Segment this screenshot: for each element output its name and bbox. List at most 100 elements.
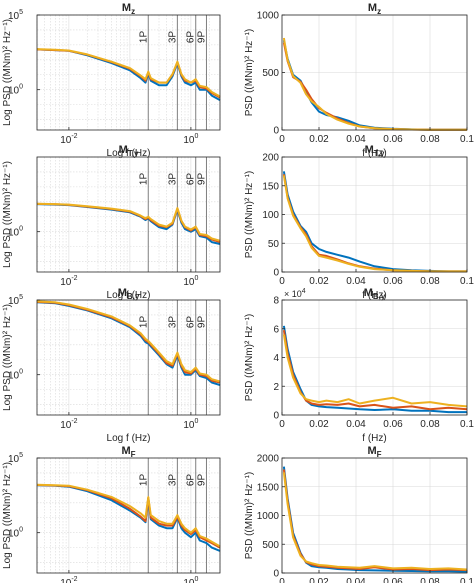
- panel-title: MB,y: [364, 287, 386, 301]
- y-tick-label: 0: [273, 268, 279, 279]
- y-tick-label: 8: [273, 296, 279, 307]
- harmonic-label: 1P: [138, 316, 149, 329]
- harmonic-label: 9P: [196, 316, 207, 329]
- y-tick-label: 105: [8, 452, 23, 465]
- series-line-w10: [36, 48, 221, 99]
- panel-title: Mz: [368, 2, 381, 16]
- y-tick-label: 105: [8, 9, 23, 22]
- series-line-w11: [282, 472, 468, 571]
- harmonic-label: 3P: [167, 316, 178, 329]
- panel-title: MF: [121, 445, 135, 459]
- x-tick-label: 100: [183, 576, 198, 583]
- series-line-w9: [282, 40, 467, 131]
- x-tick-label: 0.1: [460, 577, 474, 583]
- grid: [281, 299, 468, 416]
- x-tick-label: 0.02: [309, 134, 329, 145]
- series-line-w11: [36, 48, 221, 98]
- grid: [281, 14, 468, 131]
- harmonic-label: 6P: [186, 173, 197, 186]
- harmonic-label: 6P: [186, 474, 197, 487]
- x-tick-label: 0: [279, 276, 285, 287]
- x-tick-label: 0.02: [309, 419, 329, 430]
- y-tick-label: 105: [8, 294, 23, 307]
- series-line-w11: [282, 334, 468, 408]
- x-tick-label: 100: [183, 133, 198, 146]
- x-axis-label: Log f (Hz): [107, 433, 151, 444]
- grid: [36, 457, 221, 573]
- y-tick-label: 100: [8, 527, 23, 540]
- y-tick-label: 200: [262, 153, 279, 164]
- y-tick-label: 1000: [257, 511, 280, 522]
- harmonic-label: 9P: [196, 31, 207, 44]
- panel-right-1: 0 0.02 0.04 0.06 0.08 0.1 0 500 1000 Mz f (Hz) PSD …: [244, 2, 474, 159]
- x-tick-label: 0.1: [460, 419, 474, 430]
- series-line-w10: [36, 202, 221, 244]
- x-tick-label: 100: [183, 418, 198, 431]
- x-axis-label: f (Hz): [362, 433, 386, 444]
- grid: [281, 156, 468, 273]
- y-axis-label: Log PSD ((MNm)² Hz⁻¹): [2, 161, 13, 268]
- series-line-w10: [36, 484, 221, 549]
- x-axis-label: f (Hz): [362, 290, 386, 301]
- harmonic-label: 3P: [167, 474, 178, 487]
- series-line-w11: [36, 300, 221, 383]
- harmonic-label: 1P: [138, 31, 149, 44]
- series-line-w11: [282, 37, 467, 131]
- panel-title: MT,y: [365, 144, 385, 158]
- axes-box: [36, 156, 221, 273]
- y-tick-label: 4: [273, 353, 279, 364]
- panel-title: MB,y: [118, 287, 140, 301]
- x-tick-label: 10-2: [60, 418, 77, 431]
- x-tick-label: 100: [183, 275, 198, 288]
- x-tick-label: 0.04: [346, 134, 366, 145]
- panel-left-1: 1P 3P 6P 9P 10-2 100 100 105 Mz Log f (Hz) Log PSD…: [2, 2, 221, 159]
- harmonic-label: 9P: [196, 173, 207, 186]
- harmonic-label: 6P: [186, 316, 197, 329]
- series-line-w9: [282, 466, 468, 573]
- y-tick-label: 500: [262, 68, 279, 79]
- x-tick-label: 0: [279, 134, 285, 145]
- y-axis-label: PSD ((MNm)² Hz⁻¹): [244, 472, 255, 559]
- y-tick-label: 6: [273, 324, 279, 335]
- y-tick-label: 2000: [257, 454, 280, 465]
- panel-right-4: 00.020.040.060.080.10500100015002000MFf …: [244, 445, 474, 583]
- x-tick-label: 0.04: [346, 419, 366, 430]
- series-line-w10: [282, 174, 467, 273]
- axes-box: [36, 299, 221, 416]
- y-tick-label: 150: [262, 181, 279, 192]
- harmonic-label: 1P: [138, 173, 149, 186]
- y-tick-label: 100: [8, 226, 23, 239]
- y-tick-label: 100: [8, 84, 23, 97]
- x-axis-label: f (Hz): [362, 148, 386, 159]
- x-tick-label: 10-2: [60, 576, 77, 583]
- harmonic-label: 6P: [186, 31, 197, 44]
- harmonic-label: 3P: [167, 31, 178, 44]
- series-line-w11: [36, 202, 221, 242]
- series-line-w11: [282, 175, 467, 273]
- y-tick-label: 2: [273, 382, 279, 393]
- x-tick-label: 0.1: [460, 276, 474, 287]
- y-axis-label: Log PSD ((MNm)² Hz⁻¹): [2, 304, 13, 411]
- y-exponent-label: × 104: [284, 288, 306, 299]
- series-line-w11: [36, 483, 221, 548]
- series-line-w10: [282, 42, 467, 131]
- x-axis-label: Log f (Hz): [107, 148, 151, 159]
- series-line-w9: [282, 325, 467, 414]
- series-line-w10: [282, 330, 468, 411]
- y-tick-label: 50: [268, 239, 280, 250]
- x-tick-label: 0.06: [383, 134, 403, 145]
- y-axis-label: PSD ((MNm)² Hz⁻¹): [244, 314, 255, 401]
- x-tick-label: 0.02: [309, 577, 329, 583]
- y-tick-label: 1000: [257, 11, 280, 22]
- panel-title: Mz: [122, 2, 135, 16]
- y-tick-label: 1500: [257, 482, 280, 493]
- x-tick-label: 0.08: [420, 134, 440, 145]
- x-tick-label: 0.06: [383, 419, 403, 430]
- harmonic-label: 3P: [167, 173, 178, 186]
